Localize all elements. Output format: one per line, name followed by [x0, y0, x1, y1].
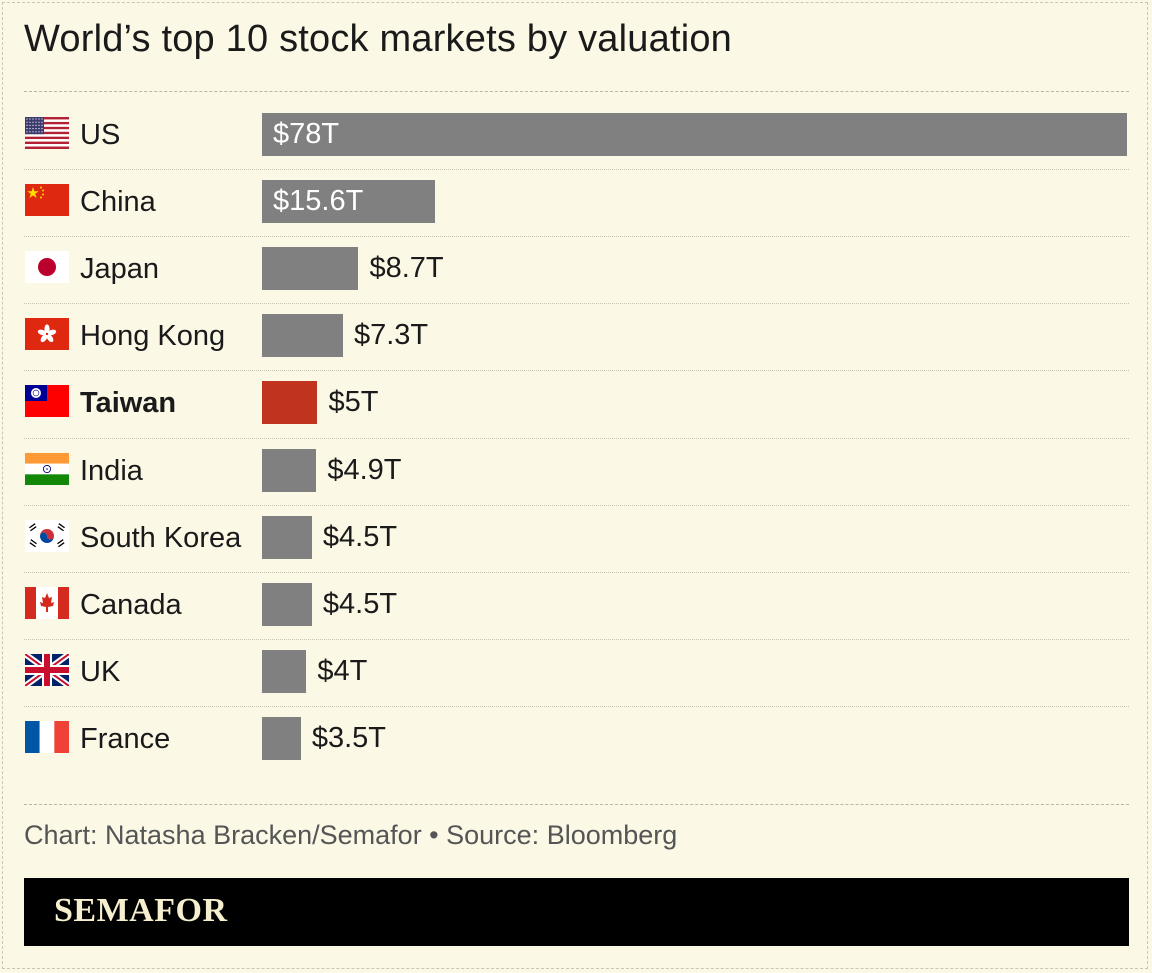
category-label: India	[80, 454, 143, 487]
brand-bar: SEMAFOR	[24, 878, 1129, 946]
top-divider	[24, 91, 1129, 92]
bar	[262, 582, 312, 626]
france-flag-icon	[25, 720, 69, 753]
value-label: $8.7T	[369, 252, 444, 285]
category-label: France	[80, 722, 171, 755]
bar	[262, 448, 317, 492]
row-separator	[24, 504, 1129, 506]
category-label: Canada	[80, 588, 182, 621]
south-korea-flag-icon	[25, 519, 69, 552]
value-label: $4.9T	[327, 453, 402, 486]
japan-flag-icon	[25, 251, 69, 284]
canada-flag-icon	[25, 586, 69, 619]
category-label: Hong Kong	[80, 320, 226, 353]
uk-flag-icon	[23, 651, 71, 689]
semafor-logo: SEMAFOR	[54, 892, 228, 929]
value-label: $4.5T	[322, 520, 398, 553]
row-separator	[24, 437, 1129, 439]
india-flag-icon	[25, 452, 69, 485]
category-label: Japan	[80, 253, 160, 286]
category-label: UK	[80, 655, 121, 688]
value-label: $5T	[328, 386, 379, 419]
row-separator	[24, 571, 1129, 573]
value-label: $7.3T	[353, 319, 429, 352]
bar	[262, 381, 318, 425]
chart-credit: Chart: Natasha Bracken/Semafor • Source:…	[24, 820, 678, 850]
row-separator	[24, 169, 1129, 171]
row-separator	[24, 638, 1129, 640]
category-label: Taiwan	[80, 387, 177, 420]
category-label: US	[80, 119, 121, 151]
bar	[262, 113, 1127, 156]
row-separator	[24, 303, 1129, 305]
chart-title: World’s top 10 stock markets by valuatio…	[24, 18, 733, 60]
bar	[262, 247, 359, 291]
bar	[262, 649, 307, 693]
bar	[262, 716, 301, 760]
value-label: $78T	[273, 118, 340, 150]
row-separator	[24, 370, 1129, 372]
category-label: China	[80, 186, 156, 219]
category-label: South Korea	[80, 521, 242, 554]
bar	[262, 515, 312, 559]
china-flag-icon	[25, 184, 69, 217]
value-label: $4.5T	[322, 587, 398, 620]
taiwan-flag-icon	[25, 385, 69, 418]
us-flag-icon	[25, 117, 69, 149]
bottom-divider	[24, 804, 1129, 805]
value-label: $3.5T	[311, 721, 386, 754]
row-separator	[24, 705, 1129, 707]
hong-kong-flag-icon	[25, 318, 69, 351]
value-label: $15.6T	[273, 185, 364, 218]
value-label: $4T	[317, 654, 368, 687]
bar	[262, 180, 435, 224]
row-separator	[24, 236, 1129, 238]
bar	[262, 314, 343, 358]
